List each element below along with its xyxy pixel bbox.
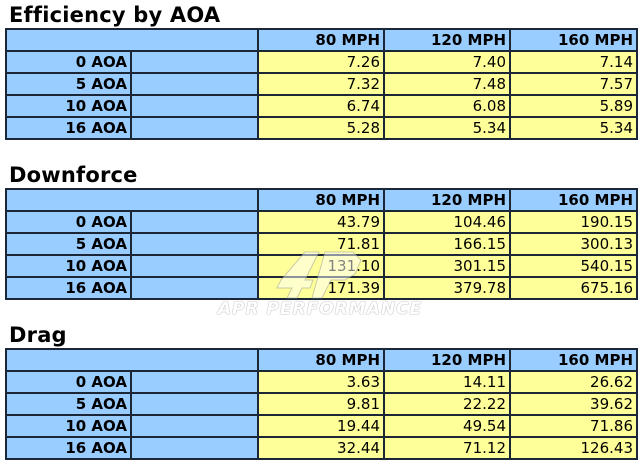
- value-cell: 131.10: [257, 254, 385, 278]
- value-cell: 540.15: [509, 254, 638, 278]
- value-cell: 6.74: [257, 94, 385, 118]
- table-section: Drag 80 MPH 120 MPH 160 MPH 0 AOA 3.63 14.11 26…: [5, 322, 638, 460]
- table-row: 5 AOA 7.32 7.48 7.57: [5, 72, 638, 96]
- header-row: 80 MPH 120 MPH 160 MPH: [5, 188, 638, 212]
- header-row: 80 MPH 120 MPH 160 MPH: [5, 348, 638, 372]
- value-cell: 14.11: [383, 370, 511, 394]
- table-row: 0 AOA 3.63 14.11 26.62: [5, 370, 638, 394]
- value-cell: 49.54: [383, 414, 511, 438]
- value-cell: 379.78: [383, 276, 511, 300]
- column-header: 120 MPH: [383, 348, 511, 372]
- table-title: Downforce: [9, 163, 138, 187]
- table-row: 10 AOA 19.44 49.54 71.86: [5, 414, 638, 438]
- data-table: 80 MPH 120 MPH 160 MPH 0 AOA 3.63 14.11 26.62 5…: [5, 348, 638, 460]
- value-cell: 301.15: [383, 254, 511, 278]
- row-label: 5 AOA: [5, 232, 132, 256]
- empty-cell: [130, 276, 259, 300]
- row-label: 0 AOA: [5, 210, 132, 234]
- column-header: 80 MPH: [257, 188, 385, 212]
- value-cell: 7.32: [257, 72, 385, 96]
- row-label: 0 AOA: [5, 370, 132, 394]
- table-title: Drag: [9, 323, 67, 347]
- row-label: 10 AOA: [5, 254, 132, 278]
- value-cell: 300.13: [509, 232, 638, 256]
- table-title: Efficiency by AOA: [9, 3, 221, 27]
- row-label: 16 AOA: [5, 276, 132, 300]
- row-label: 5 AOA: [5, 392, 132, 416]
- row-label: 5 AOA: [5, 72, 132, 96]
- value-cell: 43.79: [257, 210, 385, 234]
- data-table: 80 MPH 120 MPH 160 MPH 0 AOA 43.79 104.46 190.…: [5, 188, 638, 300]
- value-cell: 32.44: [257, 436, 385, 460]
- row-label: 16 AOA: [5, 436, 132, 460]
- table-row: 0 AOA 7.26 7.40 7.14: [5, 50, 638, 74]
- column-header: 120 MPH: [383, 188, 511, 212]
- value-cell: 71.86: [509, 414, 638, 438]
- header-row: 80 MPH 120 MPH 160 MPH: [5, 28, 638, 52]
- value-cell: 7.14: [509, 50, 638, 74]
- value-cell: 71.81: [257, 232, 385, 256]
- table-section: Efficiency by AOA 80 MPH 120 MPH 160 MPH 0 A…: [5, 2, 638, 140]
- value-cell: 5.28: [257, 116, 385, 140]
- value-cell: 19.44: [257, 414, 385, 438]
- empty-cell: [130, 392, 259, 416]
- value-cell: 190.15: [509, 210, 638, 234]
- data-table: 80 MPH 120 MPH 160 MPH 0 AOA 7.26 7.40 7.14 5 A…: [5, 28, 638, 140]
- value-cell: 39.62: [509, 392, 638, 416]
- empty-cell: [130, 436, 259, 460]
- value-cell: 171.39: [257, 276, 385, 300]
- column-header: 120 MPH: [383, 28, 511, 52]
- row-label: 10 AOA: [5, 414, 132, 438]
- value-cell: 3.63: [257, 370, 385, 394]
- value-cell: 126.43: [509, 436, 638, 460]
- row-label: 10 AOA: [5, 94, 132, 118]
- table-row: 16 AOA 32.44 71.12 126.43: [5, 436, 638, 460]
- value-cell: 5.89: [509, 94, 638, 118]
- row-label: 0 AOA: [5, 50, 132, 74]
- value-cell: 104.46: [383, 210, 511, 234]
- table-row: 5 AOA 71.81 166.15 300.13: [5, 232, 638, 256]
- column-header: 80 MPH: [257, 28, 385, 52]
- value-cell: 7.48: [383, 72, 511, 96]
- empty-cell: [130, 414, 259, 438]
- value-cell: 22.22: [383, 392, 511, 416]
- empty-cell: [130, 116, 259, 140]
- value-cell: 71.12: [383, 436, 511, 460]
- column-header: [5, 348, 259, 372]
- table-row: 16 AOA 171.39 379.78 675.16: [5, 276, 638, 300]
- empty-cell: [130, 94, 259, 118]
- value-cell: 26.62: [509, 370, 638, 394]
- column-header: 160 MPH: [509, 348, 638, 372]
- table-section: Downforce 80 MPH 120 MPH 160 MPH 0 AOA 43.79 1…: [5, 162, 638, 300]
- column-header: 160 MPH: [509, 188, 638, 212]
- value-cell: 7.40: [383, 50, 511, 74]
- value-cell: 166.15: [383, 232, 511, 256]
- value-cell: 7.57: [509, 72, 638, 96]
- table-row: 10 AOA 131.10 301.15 540.15: [5, 254, 638, 278]
- value-cell: 9.81: [257, 392, 385, 416]
- empty-cell: [130, 50, 259, 74]
- watermark-text: APR PERFORMANCE: [217, 299, 423, 319]
- row-label: 16 AOA: [5, 116, 132, 140]
- table-row: 5 AOA 9.81 22.22 39.62: [5, 392, 638, 416]
- table-row: 10 AOA 6.74 6.08 5.89: [5, 94, 638, 118]
- column-header: 80 MPH: [257, 348, 385, 372]
- value-cell: 5.34: [383, 116, 511, 140]
- table-row: 0 AOA 43.79 104.46 190.15: [5, 210, 638, 234]
- column-header: [5, 188, 259, 212]
- empty-cell: [130, 210, 259, 234]
- value-cell: 675.16: [509, 276, 638, 300]
- empty-cell: [130, 254, 259, 278]
- value-cell: 5.34: [509, 116, 638, 140]
- column-header: [5, 28, 259, 52]
- empty-cell: [130, 72, 259, 96]
- empty-cell: [130, 232, 259, 256]
- value-cell: 6.08: [383, 94, 511, 118]
- value-cell: 7.26: [257, 50, 385, 74]
- table-row: 16 AOA 5.28 5.34 5.34: [5, 116, 638, 140]
- empty-cell: [130, 370, 259, 394]
- column-header: 160 MPH: [509, 28, 638, 52]
